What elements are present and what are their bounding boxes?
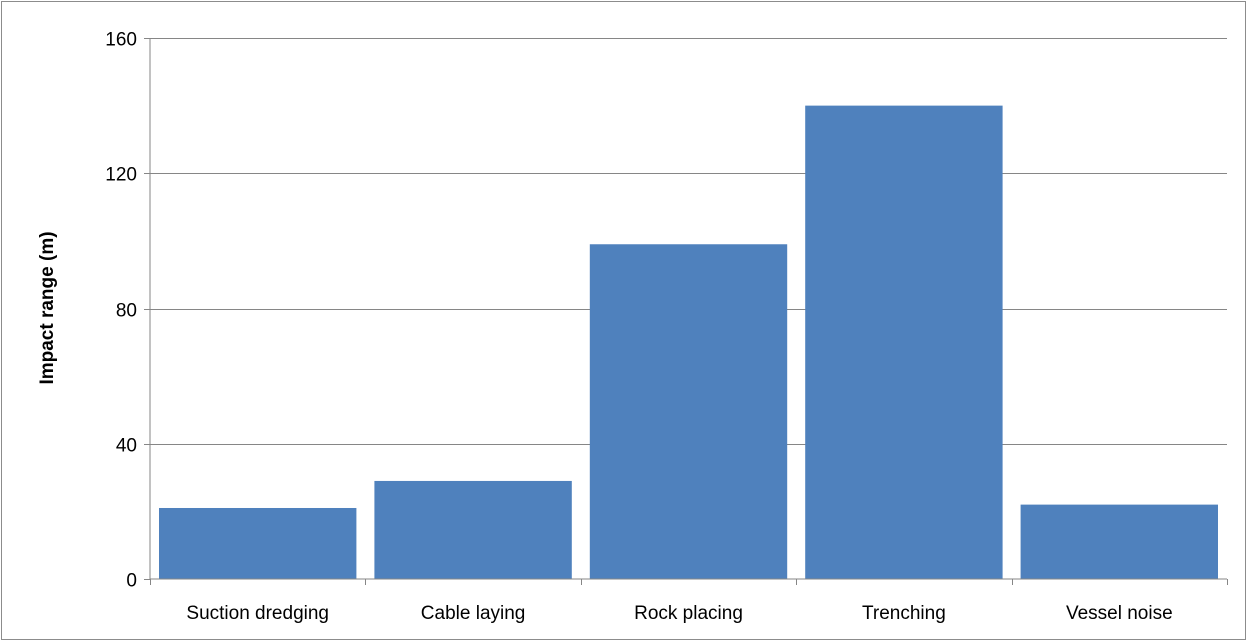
x-tick-label: Cable laying [421,603,526,624]
bars [159,105,1218,579]
bar-suction-dredging [159,507,357,579]
y-tick-label: 40 [116,436,137,457]
x-tick-label: Trenching [862,603,946,624]
x-tick-labels: Suction dredging Cable laying Rock placing… [150,579,1228,624]
y-tick-label: 160 [105,30,137,51]
axes [149,38,1227,580]
y-tick-label: 0 [126,571,137,592]
y-axis-title: Impact range (m) [37,231,58,384]
x-tick-label: Rock placing [634,603,743,624]
x-tick-label: Vessel noise [1066,603,1173,624]
bar-vessel-noise [1020,504,1218,579]
bar-rock-placing [589,244,788,579]
y-tick-labels: 0 40 80 120 160 [105,30,150,592]
bar-trenching [805,105,1003,579]
y-tick-label: 120 [105,165,137,186]
y-tick-label: 80 [116,301,137,322]
bar-cable-laying [374,480,572,579]
x-tick-label: Suction dredging [186,603,329,624]
